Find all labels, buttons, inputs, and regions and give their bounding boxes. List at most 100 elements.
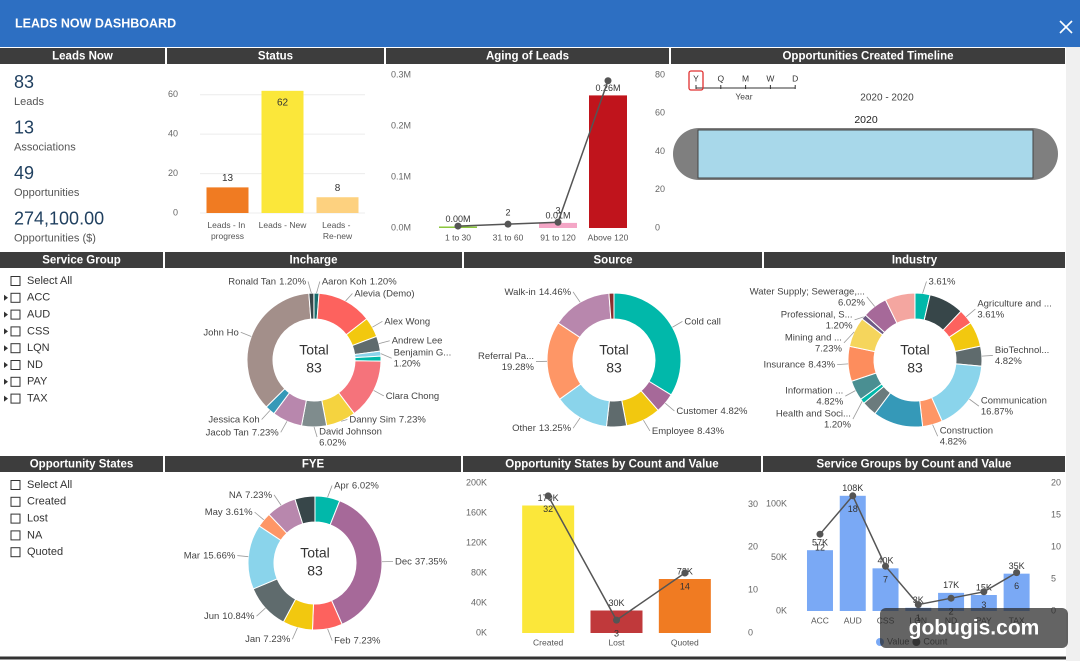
granularity-option[interactable]: Y: [693, 73, 699, 83]
y-tick-label: 100K: [766, 499, 787, 509]
panel-header: [463, 456, 761, 472]
checkbox[interactable]: [10, 480, 21, 490]
donut-label: BioTechnol... 4.82%: [995, 344, 1049, 366]
label-value: 7.23%: [263, 634, 290, 645]
slicer-item[interactable]: AUD: [27, 309, 50, 321]
data-label: 3K: [913, 595, 924, 605]
granularity-option[interactable]: Q: [717, 73, 724, 83]
y-tick-label: 0.1M: [391, 171, 411, 181]
donut-center-label: Total: [300, 545, 330, 561]
line-marker: [554, 218, 562, 226]
label-name: Benjamin G...: [394, 347, 452, 358]
kpi-value: 274,100.00: [14, 208, 104, 228]
y-tick-label: 0K: [776, 605, 787, 615]
data-label: 0.01M: [545, 210, 570, 220]
expand-arrow[interactable]: [4, 362, 8, 368]
bar: [316, 197, 359, 213]
close-button[interactable]: [1059, 20, 1073, 34]
slicer-item[interactable]: ND: [27, 359, 43, 371]
kpi-value: 13: [14, 117, 34, 137]
leader-line: [237, 555, 249, 558]
granularity-option[interactable]: M: [742, 73, 749, 83]
timeline-period: 2020: [854, 114, 878, 126]
leader-line: [572, 291, 581, 303]
granularity-option[interactable]: D: [792, 73, 798, 83]
checkbox[interactable]: [10, 326, 21, 337]
expand-arrow[interactable]: [4, 311, 8, 318]
slicer-item[interactable]: NA: [27, 529, 43, 541]
slicer-item[interactable]: PAY: [27, 376, 48, 388]
slicer-item[interactable]: Select All: [27, 275, 72, 287]
line-marker: [882, 562, 890, 570]
y-tick-label: 50K: [771, 552, 787, 562]
close-icon[interactable]: [1059, 20, 1073, 34]
expand-arrow[interactable]: [4, 328, 8, 335]
leader-line: [254, 511, 264, 521]
checkbox[interactable]: [10, 309, 21, 320]
panel-title: Opportunity States: [30, 459, 134, 471]
slicer-item[interactable]: Select All: [27, 479, 72, 491]
data-label: 12: [815, 543, 825, 553]
donut-label: Clara Chong: [386, 390, 439, 401]
slicer-item[interactable]: Created: [27, 496, 66, 508]
data-label: 3: [614, 629, 619, 639]
checkbox[interactable]: [10, 547, 21, 558]
leader-line: [341, 419, 348, 422]
expand-arrow[interactable]: [4, 294, 8, 301]
bar: [261, 90, 304, 213]
label-name: Mining and ...: [785, 332, 842, 343]
donut-label: Cold call: [684, 316, 720, 327]
label-name: Information ...: [785, 385, 843, 396]
checkbox[interactable]: [10, 360, 21, 370]
checkbox[interactable]: [10, 513, 21, 524]
donut-label: Jan 7.23%: [245, 634, 291, 645]
label-name: BioTechnol...: [995, 344, 1049, 355]
timeline-period-bar[interactable]: [697, 129, 1034, 179]
kpi-value: 49: [14, 163, 34, 183]
checkbox[interactable]: [10, 376, 21, 387]
kpi-label: Opportunities: [14, 187, 80, 199]
donut-label: Danny Sim 7.23%: [349, 414, 426, 425]
granularity-option[interactable]: W: [766, 73, 774, 83]
line: [457, 80, 609, 227]
x-tick-label: 1 to 30: [445, 232, 471, 242]
leader-line: [932, 424, 939, 437]
slicer-item[interactable]: CSS: [27, 325, 50, 337]
bar: [1003, 573, 1030, 611]
slicer-item[interactable]: Lost: [27, 513, 48, 525]
data-label: 17K: [943, 580, 959, 590]
y-tick-label: 0.2M: [391, 120, 411, 130]
expand-arrow[interactable]: [4, 378, 8, 385]
x-tick-label: Leads - Re-new: [322, 220, 353, 241]
label-value: 13.25%: [539, 423, 572, 434]
bar: [658, 579, 711, 633]
checkbox[interactable]: [10, 496, 21, 507]
data-label: 0.00M: [445, 214, 470, 224]
label-name: Mar: [184, 550, 200, 561]
y-tick-label: 80K: [471, 567, 487, 577]
checkbox[interactable]: [10, 530, 21, 541]
scrollbar[interactable]: [1066, 47, 1080, 661]
leader-line: [643, 419, 651, 432]
label-value: 6.02%: [352, 480, 379, 491]
y-tick-label: 40: [168, 129, 178, 139]
checkbox[interactable]: [10, 393, 21, 404]
label-name: Cold call: [684, 316, 720, 327]
slicer-item[interactable]: LQN: [27, 342, 50, 354]
donut-slice: [884, 292, 916, 324]
panel-title: Service Group: [42, 255, 121, 267]
expand-arrow[interactable]: [4, 345, 8, 352]
line-marker: [980, 588, 988, 596]
label-value: 7.23%: [399, 414, 426, 425]
checkbox[interactable]: [10, 276, 21, 286]
leader-line: [261, 410, 271, 420]
slicer-item[interactable]: ACC: [27, 292, 50, 304]
checkbox[interactable]: [10, 292, 21, 303]
donut-center-label: Total: [299, 342, 329, 358]
slicer-item[interactable]: Quoted: [27, 546, 63, 558]
slicer-item[interactable]: TAX: [27, 393, 48, 405]
checkbox[interactable]: [10, 343, 21, 354]
label-name: Apr: [334, 480, 349, 491]
expand-arrow[interactable]: [4, 395, 8, 402]
label-value: 16.87%: [981, 406, 1014, 417]
